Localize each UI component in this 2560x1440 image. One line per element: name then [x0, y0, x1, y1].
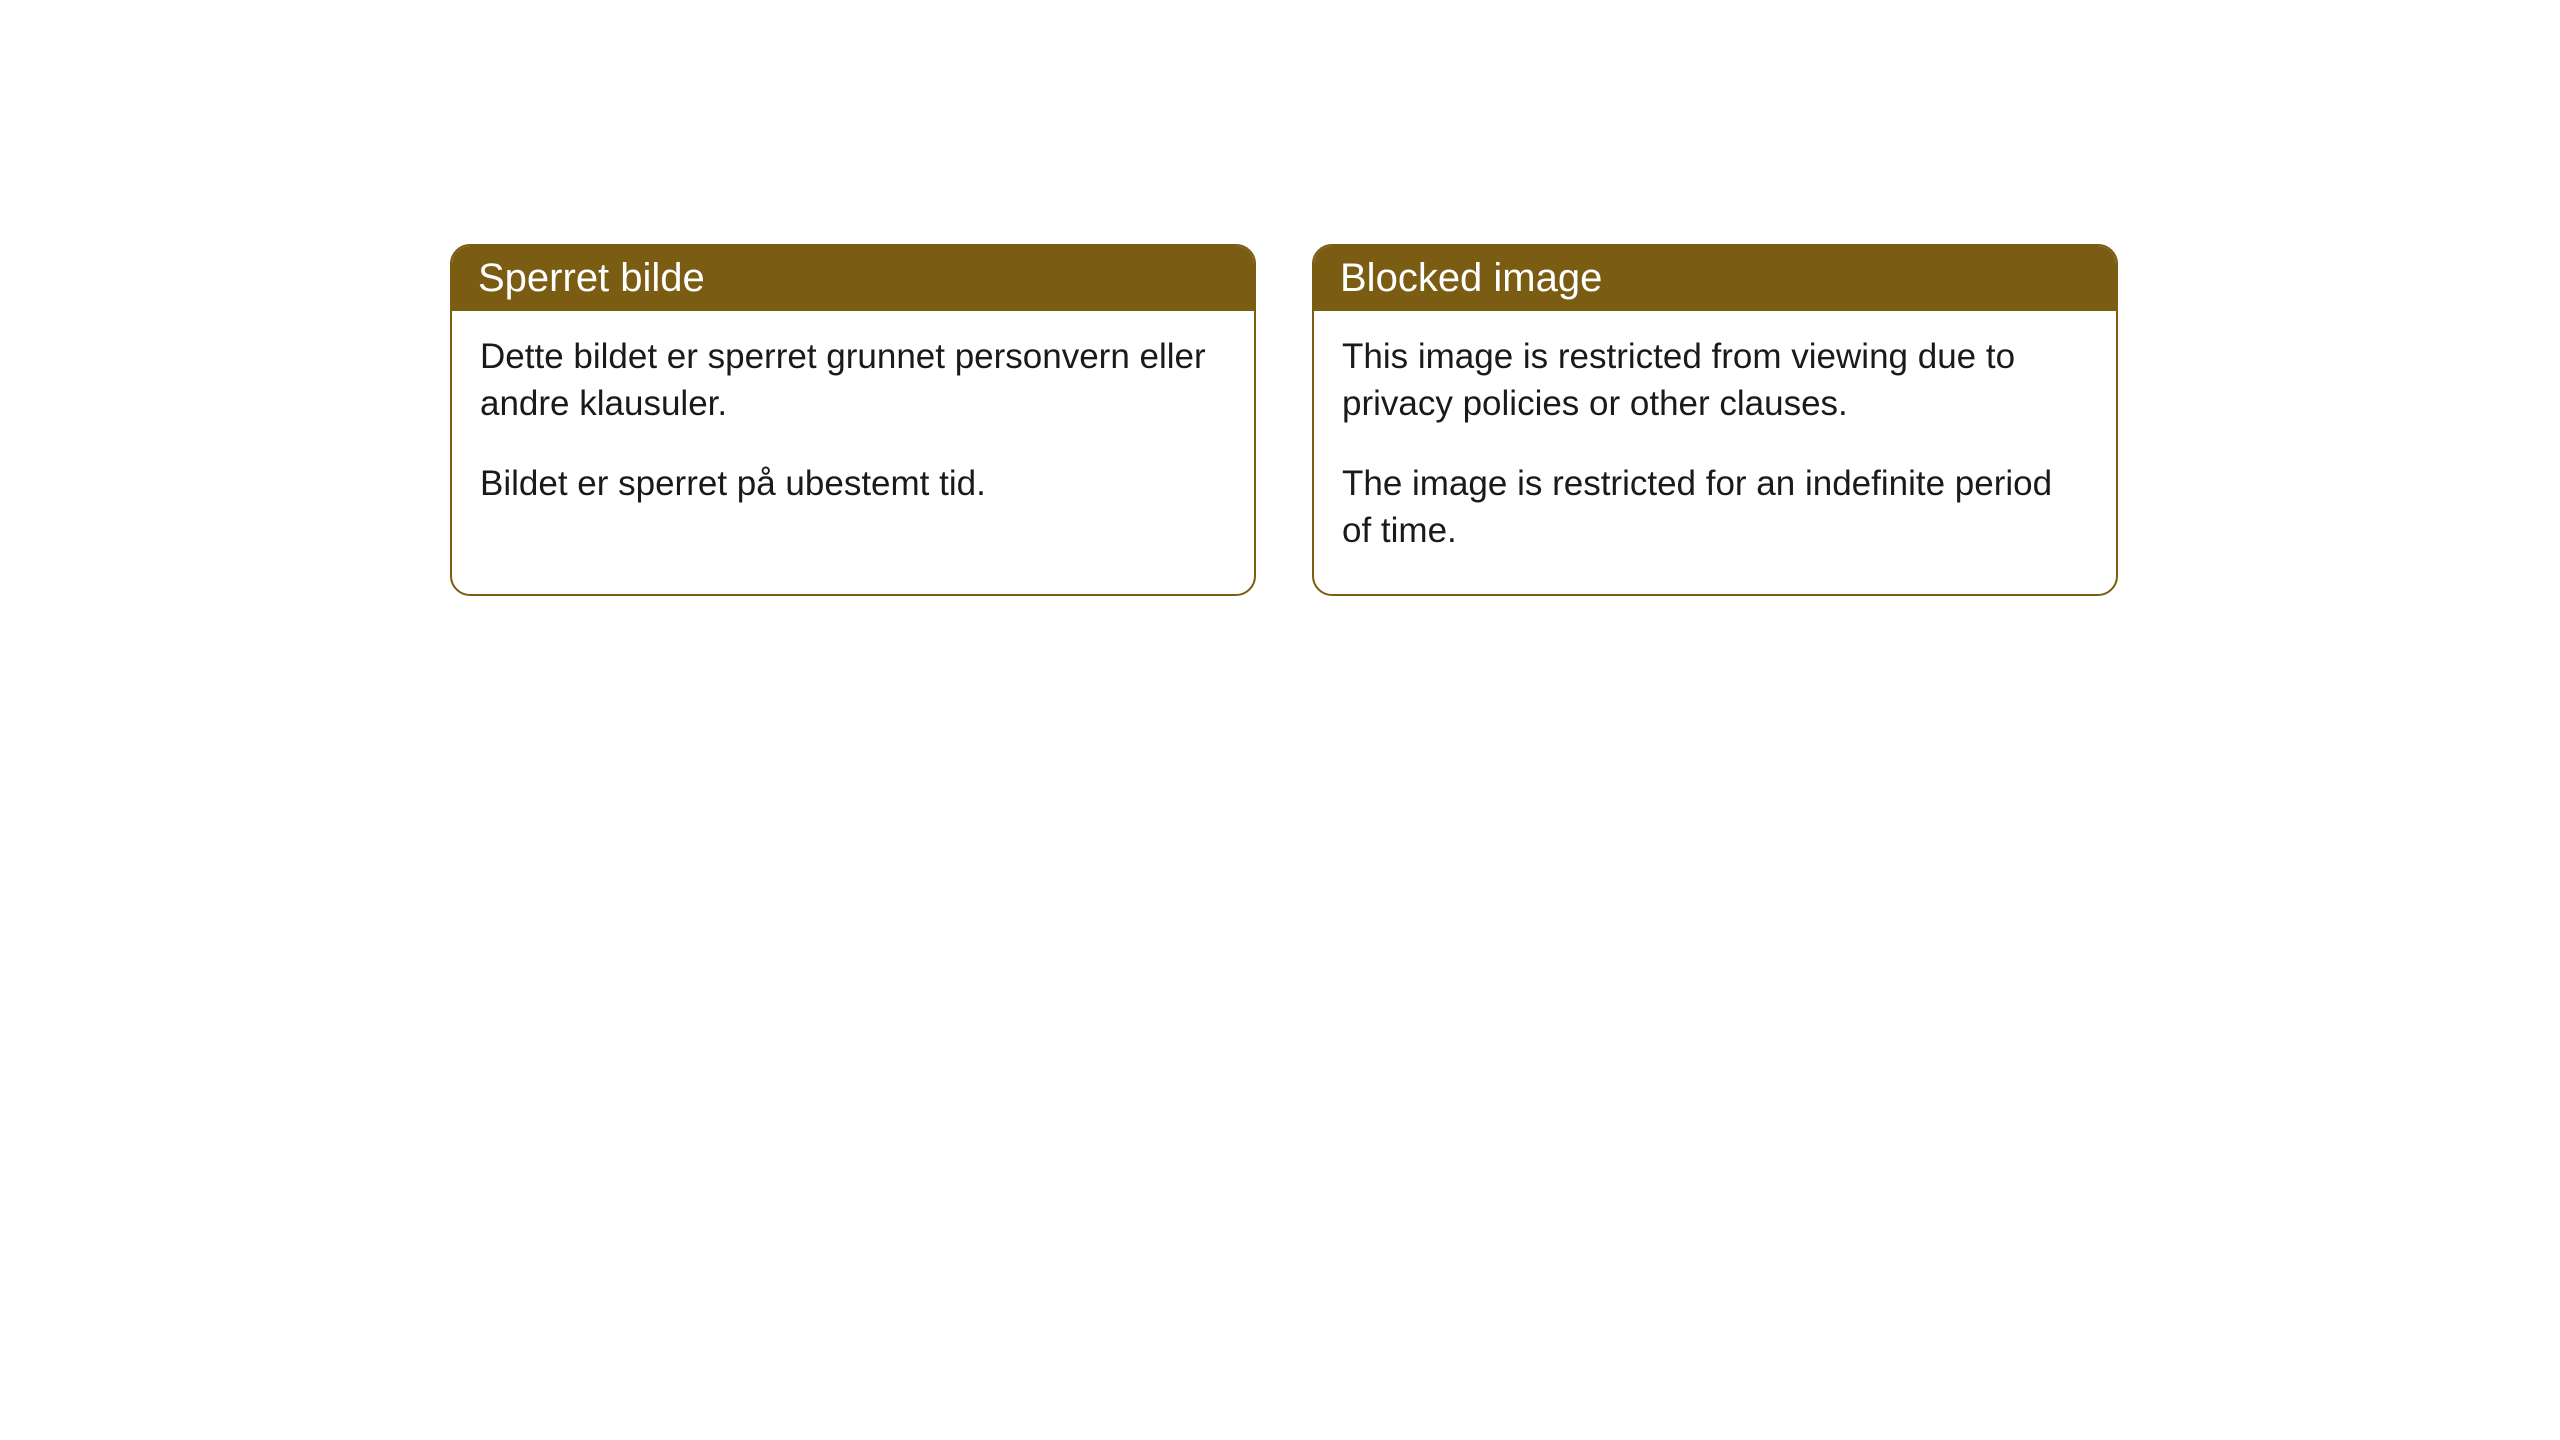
card-paragraph: Bildet er sperret på ubestemt tid.	[480, 460, 1226, 507]
card-body: This image is restricted from viewing du…	[1314, 311, 2116, 594]
card-paragraph: This image is restricted from viewing du…	[1342, 333, 2088, 428]
card-body: Dette bildet er sperret grunnet personve…	[452, 311, 1254, 547]
card-title: Sperret bilde	[452, 246, 1254, 311]
card-paragraph: Dette bildet er sperret grunnet personve…	[480, 333, 1226, 428]
blocked-image-card-english: Blocked image This image is restricted f…	[1312, 244, 2118, 596]
blocked-image-card-norwegian: Sperret bilde Dette bildet er sperret gr…	[450, 244, 1256, 596]
card-paragraph: The image is restricted for an indefinit…	[1342, 460, 2088, 555]
card-title: Blocked image	[1314, 246, 2116, 311]
cards-container: Sperret bilde Dette bildet er sperret gr…	[0, 0, 2560, 596]
